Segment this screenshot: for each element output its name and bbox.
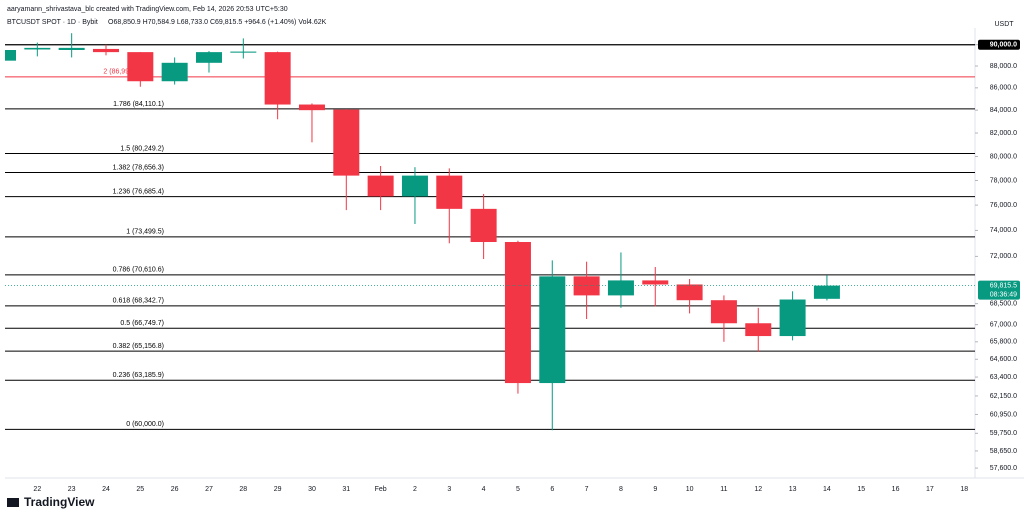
candle-body bbox=[470, 208, 497, 243]
candle-body bbox=[607, 280, 634, 296]
fib-label: 1.382 (78,656.3) bbox=[113, 164, 164, 171]
y-tick-label: 84,000.0 bbox=[990, 107, 1017, 114]
fib-label: 0 (60,000.0) bbox=[126, 421, 164, 428]
fib-label: 0.382 (65,156.8) bbox=[113, 343, 164, 350]
logo-icon bbox=[7, 498, 19, 507]
y-tick-highlight bbox=[978, 39, 1020, 50]
x-tick-label: 29 bbox=[274, 486, 282, 493]
countdown: 08:36:49 bbox=[990, 291, 1017, 298]
y-tick-label: 86,000.0 bbox=[990, 85, 1017, 92]
fib-label: 0.5 (66,749.7) bbox=[120, 320, 164, 327]
x-tick-label: 12 bbox=[754, 486, 762, 493]
y-tick-label: 80,000.0 bbox=[990, 153, 1017, 160]
fib-label: 1 (73,499.5) bbox=[126, 229, 164, 236]
fib-label: 2 (86,999 bbox=[103, 69, 133, 76]
x-tick-label: 31 bbox=[342, 486, 350, 493]
logo-text: TradingView bbox=[24, 495, 95, 509]
y-tick-label: 60,950.0 bbox=[990, 411, 1017, 418]
fib-label: 0.786 (70,610.6) bbox=[113, 267, 164, 274]
y-tick-label: 90,000.0 bbox=[990, 42, 1017, 49]
candle-body bbox=[298, 104, 325, 111]
x-tick-label: 6 bbox=[550, 486, 554, 493]
y-tick-label: 67,000.0 bbox=[990, 322, 1017, 329]
x-tick-label: 9 bbox=[653, 486, 657, 493]
x-tick-label: 27 bbox=[205, 486, 213, 493]
y-tick-label: 68,500.0 bbox=[990, 301, 1017, 308]
fib-label: 0.618 (68,342.7) bbox=[113, 298, 164, 305]
x-tick-label: 18 bbox=[960, 486, 968, 493]
candle-body bbox=[24, 47, 51, 50]
y-tick-label: 82,000.0 bbox=[990, 130, 1017, 137]
price-tag-label: 69,815.5 bbox=[990, 282, 1017, 289]
candle-body bbox=[230, 51, 257, 53]
candle-body bbox=[504, 242, 531, 384]
candle-body bbox=[58, 47, 85, 51]
x-tick-label: 14 bbox=[823, 486, 831, 493]
y-tick-label: 65,800.0 bbox=[990, 339, 1017, 346]
price-tag bbox=[978, 280, 1020, 300]
x-tick-label: 10 bbox=[686, 486, 694, 493]
x-tick-label: 28 bbox=[239, 486, 247, 493]
x-tick-label: 24 bbox=[102, 486, 110, 493]
x-tick-label: 17 bbox=[926, 486, 934, 493]
x-tick-label: 8 bbox=[619, 486, 623, 493]
x-tick-label: 16 bbox=[892, 486, 900, 493]
y-tick-label: 72,000.0 bbox=[990, 253, 1017, 260]
candle-body bbox=[710, 300, 737, 324]
y-tick-label: 59,750.0 bbox=[990, 430, 1017, 437]
candle-body bbox=[745, 323, 772, 337]
x-tick-label: 13 bbox=[789, 486, 797, 493]
x-tick-label: 3 bbox=[447, 486, 451, 493]
x-tick-label: 26 bbox=[171, 486, 179, 493]
fib-label: 1.786 (84,110.1) bbox=[113, 101, 164, 108]
y-tick-label: 58,650.0 bbox=[990, 448, 1017, 455]
x-tick-label: 7 bbox=[585, 486, 589, 493]
fib-label: 1.236 (76,685.4) bbox=[113, 188, 164, 195]
y-tick-label: 78,000.0 bbox=[990, 177, 1017, 184]
candle-body bbox=[642, 280, 669, 285]
candle-body bbox=[813, 285, 840, 299]
symbol: BTCUSDT SPOT · 1D · Bybit bbox=[7, 19, 98, 26]
attribution: aaryamann_shrivastava_blc created with T… bbox=[7, 6, 288, 13]
y-tick-label: 57,600.0 bbox=[990, 465, 1017, 472]
y-tick-label: 63,400.0 bbox=[990, 374, 1017, 381]
x-tick-label: 23 bbox=[68, 486, 76, 493]
x-tick-label: Feb bbox=[375, 486, 387, 493]
candle-body bbox=[161, 62, 188, 82]
y-tick-label: 76,000.0 bbox=[990, 202, 1017, 209]
candle-body bbox=[333, 109, 360, 176]
candle-body bbox=[401, 175, 428, 197]
x-tick-label: 30 bbox=[308, 486, 316, 493]
x-tick-label: 4 bbox=[482, 486, 486, 493]
candle-body bbox=[539, 276, 566, 384]
candle-body bbox=[5, 50, 16, 61]
x-tick-label: 5 bbox=[516, 486, 520, 493]
x-tick-label: 22 bbox=[33, 486, 41, 493]
x-tick-label: 11 bbox=[720, 486, 727, 493]
y-tick-label: 62,150.0 bbox=[990, 393, 1017, 400]
fib-label: 0.236 (63,185.9) bbox=[113, 372, 164, 379]
candle-body bbox=[779, 299, 806, 337]
ohlc-header: O68,850.9 H70,584.9 L68,733.0 C69,815.5 … bbox=[108, 19, 327, 26]
candle-body bbox=[367, 175, 394, 197]
candle-body bbox=[195, 52, 222, 63]
candle-body bbox=[127, 52, 154, 82]
x-tick-label: 15 bbox=[857, 486, 865, 493]
x-tick-label: 2 bbox=[413, 486, 417, 493]
y-tick-label: 64,600.0 bbox=[990, 356, 1017, 363]
candle-body bbox=[573, 276, 600, 296]
x-tick-label: 25 bbox=[136, 486, 144, 493]
candle-body bbox=[436, 175, 463, 209]
y-tick-label: 74,000.0 bbox=[990, 227, 1017, 234]
candle-body bbox=[92, 48, 119, 53]
y-tick-label: 88,000.0 bbox=[990, 63, 1017, 70]
candle-body bbox=[676, 284, 703, 301]
logo: TradingView bbox=[7, 495, 95, 509]
fib-label: 1.5 (80,249.2) bbox=[120, 145, 164, 152]
candle-body bbox=[264, 52, 291, 105]
axis-unit: USDT bbox=[994, 21, 1014, 28]
